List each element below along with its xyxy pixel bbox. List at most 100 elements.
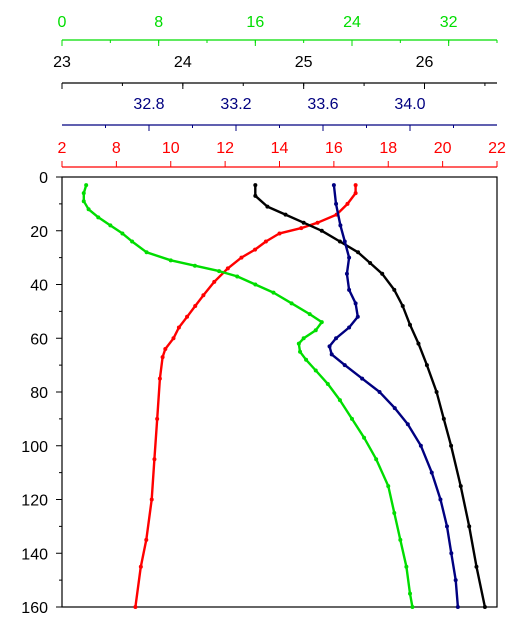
y-tick-label: 80 bbox=[30, 385, 48, 402]
data-point bbox=[155, 416, 160, 421]
data-point bbox=[84, 183, 89, 188]
data-point bbox=[319, 228, 324, 233]
series-black bbox=[253, 183, 487, 609]
data-point bbox=[152, 457, 157, 462]
black-axis-tick-label: 25 bbox=[295, 54, 313, 71]
data-point bbox=[298, 349, 303, 354]
data-point bbox=[263, 239, 268, 244]
black-axis: 23 24 25 26 bbox=[53, 54, 497, 89]
data-point bbox=[144, 250, 149, 255]
data-point bbox=[347, 287, 352, 292]
data-point bbox=[144, 537, 149, 542]
red-axis-tick-label: 12 bbox=[216, 140, 234, 157]
data-point bbox=[353, 183, 358, 188]
data-point bbox=[453, 578, 458, 583]
y-tick-label: 100 bbox=[21, 439, 48, 456]
data-point bbox=[474, 564, 479, 569]
data-point bbox=[380, 271, 385, 276]
y-tick-label: 160 bbox=[21, 600, 48, 617]
data-point bbox=[418, 443, 423, 448]
red-axis-tick-label: 14 bbox=[271, 140, 289, 157]
data-point bbox=[408, 591, 412, 596]
series-green bbox=[81, 183, 415, 609]
red-axis-tick-label: 18 bbox=[379, 140, 397, 157]
data-point bbox=[449, 551, 454, 556]
green-axis-tick-label: 16 bbox=[246, 14, 264, 31]
data-point bbox=[398, 537, 403, 542]
data-point bbox=[355, 314, 360, 319]
data-point bbox=[193, 304, 198, 308]
data-point bbox=[337, 239, 342, 244]
data-point bbox=[239, 255, 244, 260]
green-axis: 0 8 16 24 32 bbox=[58, 14, 498, 46]
series-red bbox=[133, 183, 358, 609]
data-point bbox=[185, 314, 190, 319]
series-line bbox=[82, 184, 414, 608]
data-point bbox=[438, 497, 443, 502]
data-point bbox=[96, 215, 101, 220]
data-point bbox=[334, 201, 339, 206]
data-point bbox=[299, 226, 304, 231]
data-point bbox=[108, 223, 113, 228]
red-axis-tick-label: 16 bbox=[325, 140, 343, 157]
data-point bbox=[225, 266, 230, 271]
black-axis-tick-label: 23 bbox=[53, 54, 71, 71]
series-navy bbox=[327, 183, 460, 609]
data-point bbox=[350, 416, 354, 421]
data-point bbox=[434, 390, 439, 394]
data-point bbox=[386, 484, 391, 489]
data-point bbox=[404, 564, 409, 569]
data-point bbox=[392, 287, 397, 292]
data-point bbox=[120, 231, 125, 236]
data-point bbox=[176, 325, 181, 330]
plot-frame bbox=[61, 176, 498, 608]
red-axis-tick-label: 2 bbox=[58, 140, 67, 157]
data-point bbox=[338, 223, 343, 228]
data-point bbox=[353, 301, 358, 306]
y-tick-label: 120 bbox=[21, 493, 48, 510]
data-point bbox=[441, 416, 446, 421]
y-tick-label: 60 bbox=[30, 331, 48, 348]
green-axis-tick-label: 24 bbox=[343, 14, 361, 31]
data-point bbox=[301, 336, 306, 341]
data-point bbox=[265, 204, 270, 209]
red-axis-tick-label: 8 bbox=[112, 140, 121, 157]
data-point bbox=[327, 344, 332, 349]
data-point bbox=[342, 239, 347, 244]
data-point bbox=[201, 293, 206, 298]
data-point bbox=[192, 263, 197, 268]
data-point bbox=[337, 398, 342, 403]
data-point bbox=[331, 183, 336, 188]
data-point bbox=[455, 605, 460, 609]
navy-axis-tick-label: 33.6 bbox=[307, 96, 338, 113]
data-point bbox=[444, 524, 449, 529]
black-axis-tick-label: 26 bbox=[416, 54, 434, 71]
data-point bbox=[133, 605, 138, 609]
data-point bbox=[405, 422, 410, 427]
green-axis-tick-label: 0 bbox=[58, 14, 67, 31]
data-point bbox=[296, 341, 301, 346]
data-point bbox=[467, 524, 472, 529]
y-tick-label: 40 bbox=[30, 278, 48, 295]
data-point bbox=[345, 201, 350, 206]
red-axis-tick-label: 20 bbox=[434, 140, 452, 157]
data-point bbox=[163, 347, 168, 351]
data-point bbox=[410, 605, 415, 609]
series-layer bbox=[81, 183, 487, 609]
data-point bbox=[277, 231, 282, 236]
data-point bbox=[400, 304, 405, 308]
data-point bbox=[458, 484, 463, 489]
green-axis-tick-label: 32 bbox=[440, 14, 458, 31]
data-point bbox=[157, 376, 162, 381]
data-point bbox=[408, 322, 412, 327]
red-axis-tick-label: 22 bbox=[488, 140, 506, 157]
navy-axis: 32.8 33.2 33.6 34.0 bbox=[62, 96, 497, 131]
data-point bbox=[347, 325, 352, 330]
data-point bbox=[392, 510, 397, 515]
data-point bbox=[304, 357, 309, 362]
data-point bbox=[283, 212, 288, 217]
data-point bbox=[217, 269, 222, 274]
data-point bbox=[253, 282, 258, 287]
navy-axis-tick-label: 34.0 bbox=[394, 96, 425, 113]
